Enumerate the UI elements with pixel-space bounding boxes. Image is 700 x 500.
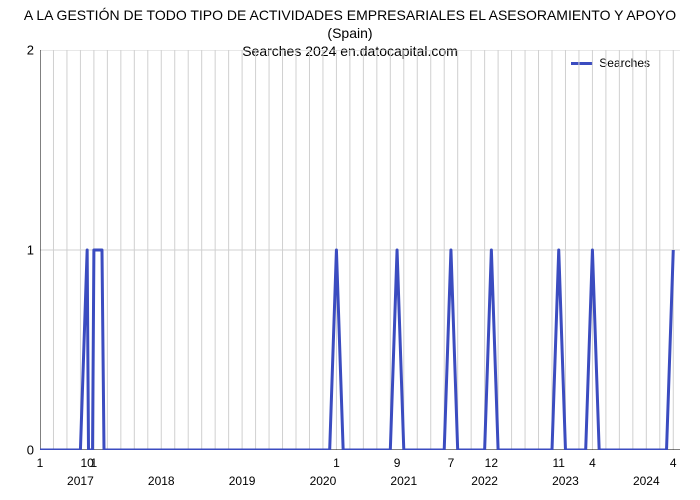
y-tick-label: 1: [20, 243, 34, 258]
x-year-label: 2021: [390, 474, 417, 488]
x-year-label: 2024: [633, 474, 660, 488]
x-year-label: 2017: [67, 474, 94, 488]
x-year-label: 2022: [471, 474, 498, 488]
searches-series-line: [40, 250, 673, 450]
plot-svg: [40, 50, 680, 450]
x-tick-label: 11: [553, 456, 565, 470]
x-tick-label: 12: [485, 456, 498, 470]
y-tick-label: 0: [20, 443, 34, 458]
chart-title-line1: A LA GESTIÓN DE TODO TIPO DE ACTIVIDADES…: [24, 7, 676, 41]
x-tick-label: 7: [448, 456, 455, 470]
x-tick-label: 9: [394, 456, 401, 470]
x-year-label: 2020: [310, 474, 337, 488]
searches-line-chart: A LA GESTIÓN DE TODO TIPO DE ACTIVIDADES…: [0, 0, 700, 500]
x-tick-label: 4: [589, 456, 596, 470]
x-tick-label: 1: [37, 456, 44, 470]
y-tick-label: 2: [20, 43, 34, 58]
x-year-label: 2019: [229, 474, 256, 488]
plot-area: [40, 50, 680, 450]
x-year-label: 2018: [148, 474, 175, 488]
x-tick-label: 4: [670, 456, 677, 470]
x-tick-label: 1: [91, 456, 98, 470]
x-year-label: 2023: [552, 474, 579, 488]
x-tick-label: 1: [333, 456, 340, 470]
